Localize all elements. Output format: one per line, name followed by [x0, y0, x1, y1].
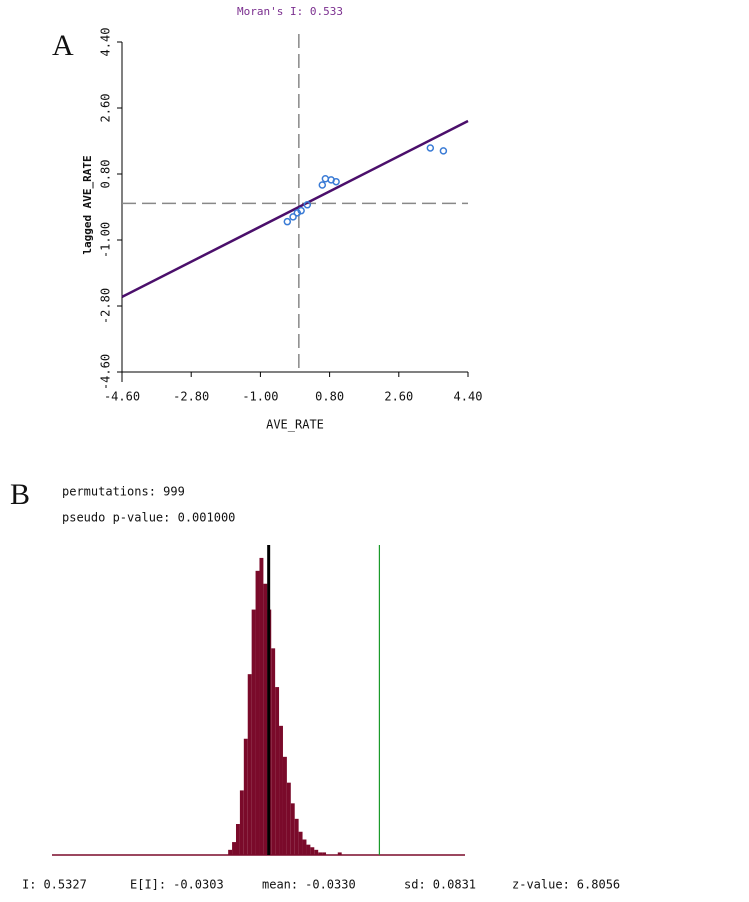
stat-name: sd:: [404, 878, 426, 892]
bar: [322, 852, 327, 855]
x-tick-label: -1.00: [242, 390, 278, 404]
bar: [318, 852, 323, 855]
bar: [255, 570, 260, 855]
x-axis-label: AVE_RATE: [266, 418, 324, 432]
y-tick-label: 0.80: [99, 160, 113, 189]
bar: [337, 852, 342, 855]
y-tick-label: -2.80: [99, 288, 113, 324]
permutations: permutations: 999: [62, 485, 185, 499]
bar: [232, 842, 236, 855]
point: [289, 213, 297, 221]
point: [321, 175, 330, 183]
x-tick-label: -4.60: [104, 390, 140, 404]
point: [332, 177, 340, 186]
bar: [298, 831, 303, 855]
bar: [247, 674, 252, 855]
y-tick-label: -1.00: [99, 222, 113, 258]
chart-title: Moran's I: 0.533: [237, 5, 343, 18]
x-tick-label: 4.40: [454, 390, 483, 404]
stat-name: E[I]:: [130, 878, 166, 892]
stat-name: I:: [22, 878, 36, 892]
point: [283, 217, 292, 226]
stat-value: -0.0303: [173, 878, 224, 892]
x-tick-label: -2.80: [173, 390, 209, 404]
stat-value: 6.8056: [577, 878, 620, 892]
bar: [263, 583, 268, 855]
y-tick-label: 2.60: [99, 94, 113, 123]
point: [297, 206, 305, 215]
x-tick-label: 0.80: [315, 390, 344, 404]
y-axis-label: lagged AVE_RATE: [81, 155, 94, 254]
p-value: pseudo p-value: 0.001000: [62, 511, 235, 525]
bar: [228, 849, 233, 855]
bar: [275, 687, 280, 855]
stat-name: mean:: [262, 878, 298, 892]
x-tick-label: 2.60: [384, 390, 413, 404]
point: [439, 147, 448, 155]
fit-line: [121, 119, 469, 299]
bar: [290, 803, 295, 855]
panel-label: B: [10, 478, 30, 511]
stat-name: z-value:: [512, 878, 570, 892]
panel-label: A: [52, 29, 74, 62]
stat-value: 0.5327: [43, 878, 86, 892]
y-tick-label: -4.60: [99, 354, 113, 390]
bar: [279, 725, 283, 855]
bar: [282, 756, 287, 855]
y-tick-label: 4.40: [99, 28, 113, 57]
bar: [294, 818, 299, 855]
point: [318, 181, 327, 189]
bar: [306, 844, 311, 855]
bar: [243, 738, 248, 855]
stat-value: 0.0831: [433, 878, 476, 892]
stat-value: -0.0330: [305, 878, 356, 892]
bar: [235, 824, 240, 855]
bar: [271, 648, 276, 855]
bar: [286, 782, 291, 855]
bar: [302, 839, 307, 855]
bar: [314, 849, 319, 855]
point: [426, 144, 435, 152]
bar: [251, 609, 256, 855]
bar: [310, 847, 315, 855]
point: [303, 201, 312, 209]
bar: [259, 557, 264, 855]
bar: [239, 790, 244, 855]
